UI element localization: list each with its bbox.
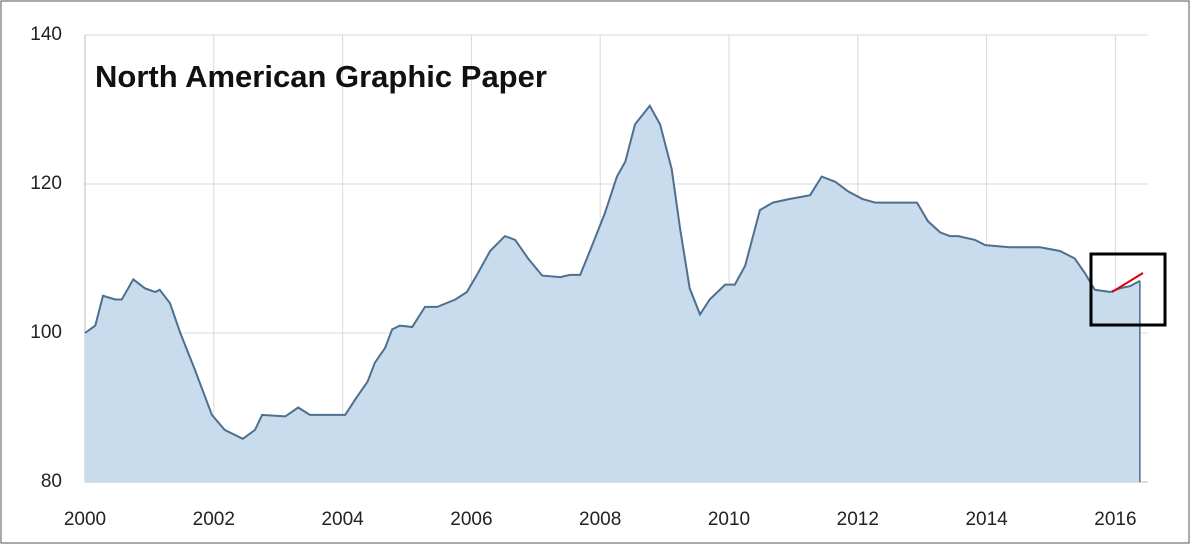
x-tick-label: 2014 (965, 509, 1008, 530)
y-tick-label: 100 (30, 322, 62, 343)
trend-annotation (1111, 272, 1144, 293)
x-tick-label: 2000 (64, 509, 106, 530)
area-line (84, 104, 1141, 440)
x-tick-label: 2008 (579, 509, 621, 530)
x-tick-label: 2010 (708, 509, 750, 530)
x-tick-label: 2002 (193, 509, 235, 530)
y-tick-label: 140 (30, 24, 62, 45)
chart-title: North American Graphic Paper (95, 59, 547, 94)
x-tick-label: 2004 (321, 509, 364, 530)
x-tick-label: 2006 (450, 509, 492, 530)
plot (84, 104, 1141, 483)
highlight-box (1089, 252, 1167, 327)
area-fill (85, 105, 1140, 483)
x-tick-label: 2016 (1094, 509, 1136, 530)
y-tick-label: 120 (30, 173, 62, 194)
x-tick-label: 2012 (837, 509, 879, 530)
y-tick-label: 80 (41, 471, 62, 492)
